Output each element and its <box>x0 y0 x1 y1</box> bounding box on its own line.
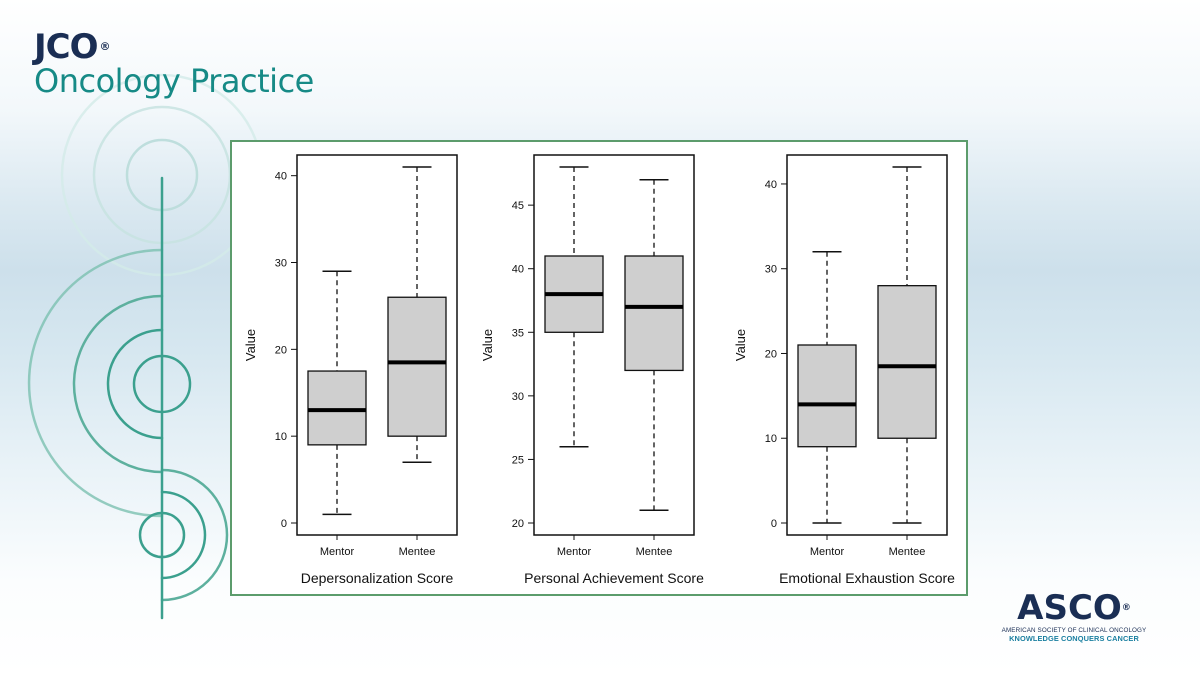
y-tick-label: 10 <box>765 433 777 445</box>
boxplot-figure: 0 10 20 30 40 Value Mentor Mentee Depersonalizat… <box>243 154 955 586</box>
y-tick-label: 20 <box>275 344 287 356</box>
y-tick-label: 35 <box>512 327 524 339</box>
y-tick-label: 40 <box>512 264 524 276</box>
y-axis-label: Value <box>243 329 258 361</box>
y-tick-label: 0 <box>281 518 287 530</box>
asco-registered-mark: ® <box>1121 603 1131 613</box>
logo-jco-text: JCO ® <box>34 30 314 64</box>
asco-logo: ASCO® AMERICAN SOCIETY OF CLINICAL ONCOL… <box>994 590 1154 643</box>
y-axis-label: Value <box>480 329 495 361</box>
x-category-label: Mentor <box>810 546 845 558</box>
y-tick-label: 30 <box>512 391 524 403</box>
y-tick-label: 30 <box>765 264 777 276</box>
panel-title: Emotional Exhaustion Score <box>779 570 955 586</box>
y-tick-label: 10 <box>275 431 287 443</box>
y-tick-label: 40 <box>275 171 287 183</box>
y-tick-label: 25 <box>512 454 524 466</box>
x-category-label: Mentee <box>889 546 926 558</box>
chart-panel: 0 10 20 30 40 Value Mentor Mentee Depersonalizat… <box>230 140 968 596</box>
plot-frame <box>296 154 458 536</box>
x-category-label: Mentee <box>636 546 673 558</box>
iqr-box <box>877 285 937 439</box>
iqr-box <box>387 296 447 437</box>
y-tick-label: 0 <box>771 518 777 530</box>
y-tick-label: 20 <box>512 518 524 530</box>
x-category-label: Mentee <box>399 546 436 558</box>
y-tick-label: 45 <box>512 200 524 212</box>
iqr-box <box>624 255 684 372</box>
panel-title: Personal Achievement Score <box>524 570 704 586</box>
iqr-box <box>307 370 367 446</box>
y-tick-label: 20 <box>765 348 777 360</box>
plot-frame <box>533 154 695 536</box>
logo-registered-mark: ® <box>99 40 111 53</box>
x-category-label: Mentor <box>557 546 592 558</box>
panel-title: Depersonalization Score <box>301 570 454 586</box>
boxplot-panel-3: 0 10 20 30 40 Value Mentor Mentee Emotional Exha… <box>733 154 955 586</box>
jco-oncology-practice-logo: JCO ® Oncology Practice <box>34 30 314 98</box>
y-tick-label: 30 <box>275 258 287 270</box>
boxplot-panel-2: 20 25 30 35 40 45 Value Mentor Mentee Personal Ac… <box>480 154 704 586</box>
logo-jco-word: JCO <box>34 27 99 67</box>
asco-wordmark: ASCO® <box>994 590 1154 626</box>
asco-tagline-org: AMERICAN SOCIETY OF CLINICAL ONCOLOGY <box>1001 627 1147 634</box>
y-tick-label: 40 <box>765 179 777 191</box>
x-category-label: Mentor <box>320 546 355 558</box>
y-axis-label: Value <box>733 329 748 361</box>
plot-frame <box>786 154 948 536</box>
iqr-box <box>797 344 857 448</box>
logo-subtitle: Oncology Practice <box>34 62 314 100</box>
asco-tagline-motto: KNOWLEDGE CONQUERS CANCER <box>1009 634 1139 643</box>
boxplot-panel-1: 0 10 20 30 40 Value Mentor Mentee Depersonalizat… <box>243 154 458 586</box>
asco-name: ASCO <box>1017 588 1122 628</box>
